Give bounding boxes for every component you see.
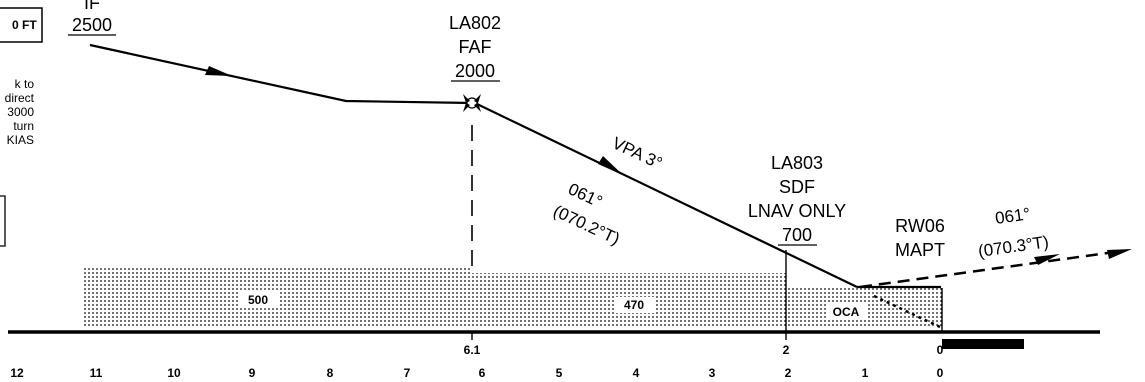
scale-tick-2: 2 [785, 366, 792, 380]
final-segment [476, 103, 858, 288]
obstacle-areas: 500 470 OCA [82, 266, 942, 328]
descent-to-threshold [873, 294, 941, 329]
obstacle-label-oca: OCA [833, 305, 860, 319]
scale-tick-5: 5 [556, 366, 563, 380]
min-altitude-box-text: 0 FT [12, 18, 37, 32]
scale-tick-10: 10 [167, 366, 181, 380]
note-line-4: turn [13, 119, 34, 133]
obstacle-label-500: 500 [248, 293, 268, 307]
initial-segment [89, 43, 473, 105]
sdf-note: LNAV ONLY [748, 201, 846, 221]
faf-name: FAF [458, 37, 491, 57]
sdf-id: LA803 [771, 153, 823, 173]
dme-sdf: 2 [783, 343, 790, 357]
initial-track-arrow [205, 66, 232, 76]
scale-tick-12: 12 [10, 366, 24, 380]
faf-symbol [463, 94, 481, 112]
faf-id: LA802 [449, 13, 501, 33]
if-altitude: 2500 [72, 15, 112, 35]
scale-tick-4: 4 [633, 366, 640, 380]
missed-track-mag: 061° [994, 204, 1031, 228]
note-line-1: k to [15, 77, 35, 91]
sdf-altitude: 700 [782, 225, 812, 245]
note-line-3: 3000 [7, 105, 34, 119]
scale-tick-1: 1 [862, 366, 869, 380]
min-altitude-box: 0 FT [0, 7, 43, 43]
final-track-true: (070.2°T) [550, 201, 622, 248]
scale-tick-7: 7 [404, 366, 411, 380]
dme-threshold: 0 [937, 343, 944, 357]
faf-altitude: 2000 [455, 61, 495, 81]
missed-approach-path [859, 250, 1116, 289]
obstacle-label-470: 470 [624, 298, 644, 312]
final-track-arrow [598, 156, 623, 175]
note-line-5: KIAS [7, 133, 34, 147]
approach-path [89, 43, 1132, 329]
scale-tick-0: 0 [937, 366, 944, 380]
scale-tick-11: 11 [90, 366, 103, 380]
missed-arrow-mid [1034, 254, 1060, 265]
mapt-name: MAPT [895, 240, 945, 260]
vpa-label: VPA 3° [609, 133, 665, 173]
cropped-box [0, 195, 6, 247]
sdf-name: SDF [779, 177, 815, 197]
scale-tick-8: 8 [327, 366, 334, 380]
if-name: IF [84, 0, 100, 13]
note-line-2: direct [5, 91, 35, 105]
missed-approach-note: k to direct 3000 turn KIAS [5, 77, 35, 147]
runway-bar [942, 339, 1024, 349]
missed-arrow-end [1107, 249, 1132, 259]
scale-tick-9: 9 [249, 366, 256, 380]
mapt-id: RW06 [895, 216, 945, 236]
dme-faf: 6.1 [464, 343, 481, 357]
scale-tick-3: 3 [709, 366, 716, 380]
scale-tick-6: 6 [479, 366, 486, 380]
distance-scale: 12 11 10 9 8 7 6 5 4 3 2 1 0 [10, 366, 943, 380]
